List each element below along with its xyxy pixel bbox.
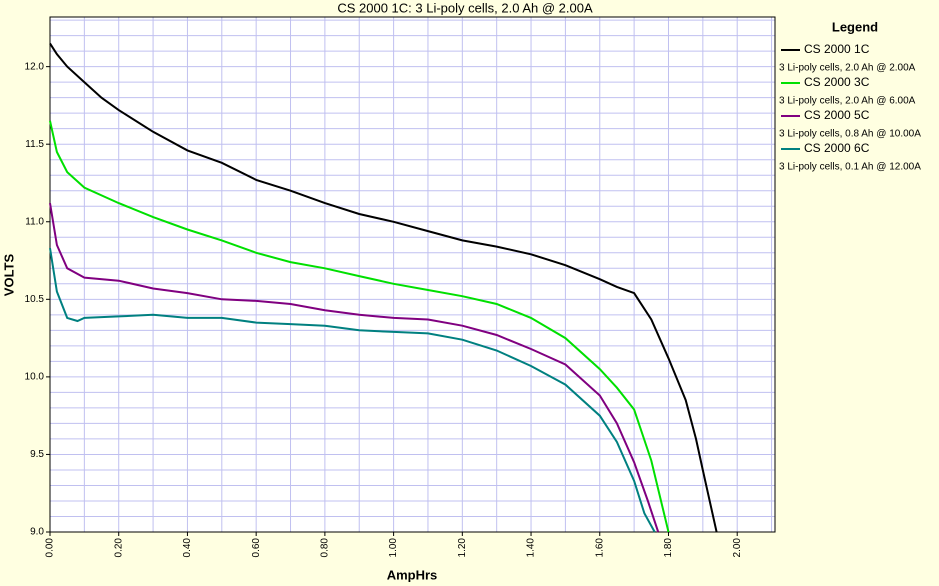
y-tick-label: 10.0 — [25, 372, 45, 383]
x-tick-label: 0.20 — [113, 538, 124, 558]
y-axis-label: VOLTS — [1, 253, 16, 296]
legend-description: 3 Li-poly cells, 0.8 Ah @ 10.00A — [779, 129, 921, 140]
x-tick-label: 0.60 — [251, 538, 262, 558]
legend-label: CS 2000 5C — [804, 108, 870, 122]
plot-area — [49, 16, 776, 533]
series-line — [49, 202, 660, 533]
x-tick-label: 1.20 — [457, 538, 468, 558]
y-tick-label: 11.5 — [25, 139, 44, 150]
chart-title: CS 2000 1C: 3 Li-poly cells, 2.0 Ah @ 2.… — [337, 0, 593, 15]
legend-description: 3 Li-poly cells, 0.1 Ah @ 12.00A — [779, 162, 921, 173]
x-tick-label: 0.40 — [182, 538, 193, 558]
y-tick-label: 9.0 — [30, 527, 44, 538]
series-line — [49, 120, 670, 533]
x-tick-label: 1.80 — [663, 538, 674, 558]
x-tick-label: 1.60 — [594, 538, 605, 558]
x-tick-label: 1.40 — [526, 538, 537, 558]
x-tick-label: 0.80 — [320, 538, 331, 558]
x-tick-label: 1.00 — [388, 538, 399, 558]
x-tick-label: 2.00 — [732, 538, 743, 558]
plot-frame — [49, 16, 776, 533]
legend-description: 3 Li-poly cells, 2.0 Ah @ 6.00A — [779, 96, 916, 107]
legend-label: CS 2000 1C — [804, 42, 870, 56]
legend-label: CS 2000 6C — [804, 141, 870, 155]
legend-title: Legend — [832, 19, 878, 34]
series-line — [49, 42, 718, 533]
x-tick-label: 0.00 — [45, 538, 56, 558]
y-tick-label: 11.0 — [25, 216, 44, 227]
y-tick-label: 10.5 — [25, 294, 45, 305]
series-line — [49, 247, 656, 533]
x-axis-label: AmpHrs — [387, 567, 438, 582]
y-tick-label: 9.5 — [30, 449, 44, 460]
legend-label: CS 2000 3C — [804, 75, 870, 89]
legend-description: 3 Li-poly cells, 2.0 Ah @ 2.00A — [779, 63, 916, 74]
y-tick-label: 12.0 — [25, 61, 45, 72]
